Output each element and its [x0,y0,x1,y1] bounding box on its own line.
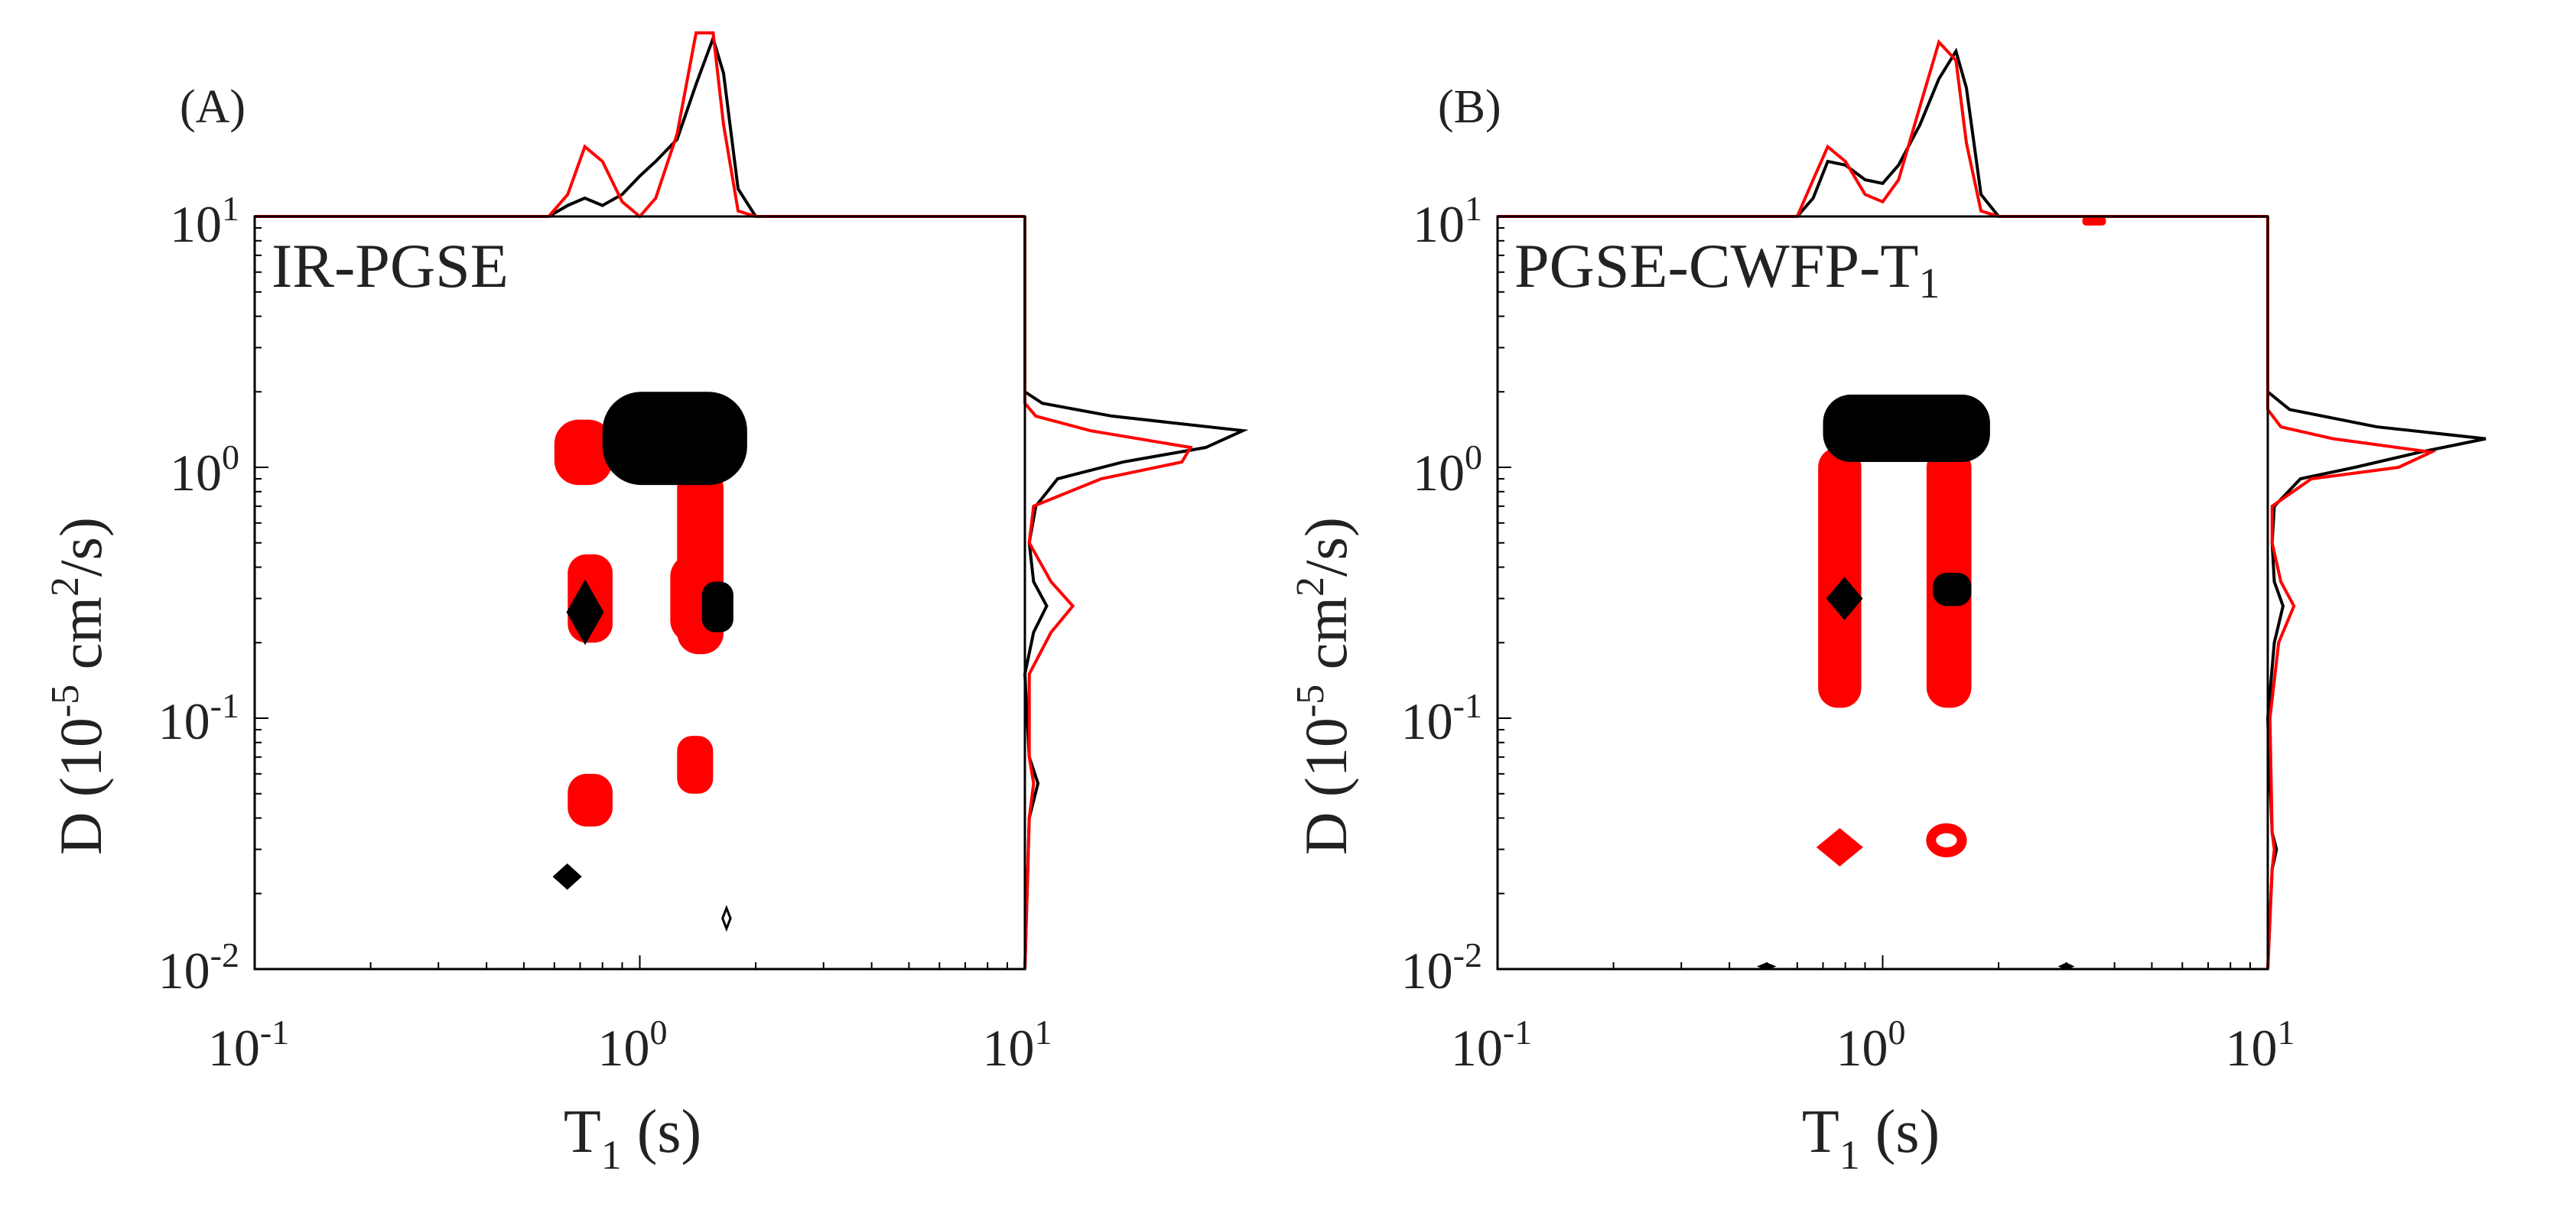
peak-red-4 [2082,216,2106,226]
peak-red-4 [677,736,714,794]
method-label-b-text: PGSE-CWFP-T [1514,231,1919,301]
peak-red-0 [554,419,613,486]
peak-red-3 [1926,823,1967,857]
y-axis-label-b: D (10-5 cm2/s) [1289,517,1359,855]
plot-frame-b [1496,215,2269,971]
y-tick-label-b-10e-2: 10-2 [1401,935,1482,1000]
y-tick-label-b-10e-1: 10-1 [1401,686,1482,750]
peak-black-0 [602,392,747,486]
marginal-d-red-line [1023,216,1193,970]
y-tick-label-b-10e0: 100 [1413,437,1482,502]
x-axis-label-a-base: T [564,1098,601,1166]
method-label-a: IR-PGSE [272,231,509,301]
y-tick-label-b-10e1: 101 [1413,189,1482,253]
x-axis-label-b-subscript: 1 [1839,1132,1860,1178]
peak-black-0 [1823,394,1990,463]
x-tick-label-b-10e0: 100 [1836,1013,1906,1077]
y-axis-label-a-end: /s) [47,517,114,577]
marginal-t1-a [255,31,1025,219]
peak-black-3 [552,863,582,890]
y-axis-label-a-exponent: -5 [44,685,87,717]
marginal-d-b [2265,216,2487,970]
marginal-t1-black-line [1498,47,2268,218]
peak-black-2 [701,581,733,633]
y-axis-label-b-end: /s) [1293,517,1359,577]
y-axis-label-b-exponent2: 2 [1289,577,1332,597]
x-axis-label-b-unit: (s) [1860,1098,1940,1166]
marginal-d-a [1023,216,1249,970]
marginal-t1-red-line [1498,39,2268,218]
y-axis-label-a-exponent2: 2 [44,577,87,597]
contour-peaks-b [1756,216,2106,971]
panel-label-a: (A) [180,81,246,133]
x-tick-label-b-10e1: 101 [2226,1013,2295,1077]
y-axis-label-b-tail: cm [1293,597,1359,685]
y-tick-label-a-10e1: 101 [170,189,239,253]
plot-frame-a [253,215,1026,971]
marginal-t1-b [1498,39,2268,218]
panel-b: (B) PGSE-CWFP-T1 D (10-5 cm2/s) T1 (s) 1… [1289,39,2487,1178]
x-tick-label-a-10e-1: 10-1 [208,1013,289,1077]
peak-red-0 [1818,447,1862,708]
peak-black-4 [721,905,732,932]
marginal-t1-red-line [255,31,1025,219]
x-tick-label-a-10e1: 101 [983,1013,1052,1077]
y-axis-label-b-exponent: -5 [1289,685,1332,717]
x-axis-label-b-base: T [1802,1098,1839,1166]
contour-peaks-a [552,392,747,932]
x-axis-label-a: T1 (s) [564,1098,701,1178]
y-axis-label-a-base: D (10 [47,717,114,855]
marginal-d-red-line [2266,216,2437,970]
peak-red-5 [568,773,613,827]
panel-a: (A) IR-PGSE D (10-5 cm2/s) T1 (s) 10-2 1… [44,31,1249,1178]
y-axis-label-b-base: D (10 [1293,717,1359,855]
peak-black-1 [566,579,604,646]
method-label-b: PGSE-CWFP-T1 [1514,231,1940,307]
peak-black-1 [1826,577,1863,620]
x-axis-label-a-unit: (s) [622,1098,701,1166]
method-label-a-text: IR-PGSE [272,231,509,301]
method-label-b-subscript: 1 [1919,260,1940,307]
panel-label-b: (B) [1438,81,1501,133]
y-axis-label-a: D (10-5 cm2/s) [44,517,114,855]
x-axis-label-a-subscript: 1 [601,1132,622,1178]
y-axis-label-a-tail: cm [47,597,114,685]
peak-black-2 [1933,572,1972,607]
y-tick-label-a-10e0: 100 [170,437,239,502]
y-tick-label-a-10e-2: 10-2 [158,935,239,1000]
x-tick-label-b-10e-1: 10-1 [1451,1013,1532,1077]
x-axis-label-b: T1 (s) [1802,1098,1940,1178]
x-tick-label-a-10e0: 100 [598,1013,668,1077]
marginal-t1-black-line [255,33,1025,218]
peak-red-2 [1816,828,1863,867]
y-tick-label-a-10e-1: 10-1 [158,686,239,750]
